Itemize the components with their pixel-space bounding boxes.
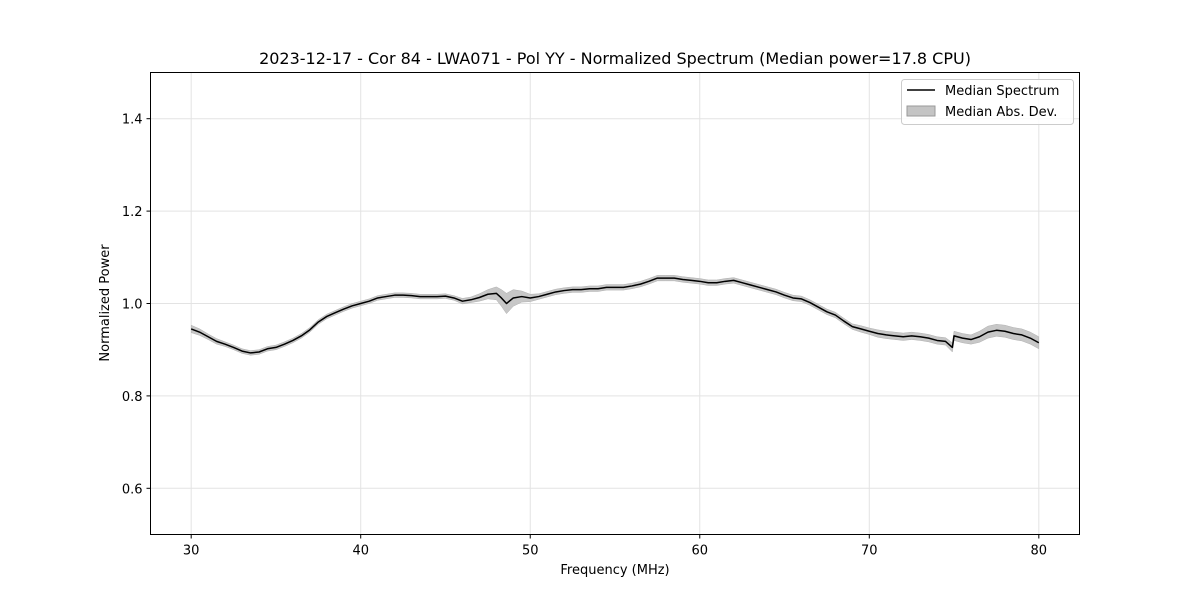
x-tick-label: 60	[691, 544, 708, 559]
x-axis-ticks: 30 40 50 60 70 80	[183, 534, 1048, 559]
x-tick-label: 70	[861, 544, 878, 559]
y-tick-label: 0.8	[122, 390, 143, 405]
x-axis-label: Frequency (MHz)	[560, 563, 669, 578]
x-tick-label: 40	[352, 544, 369, 559]
y-tick-label: 1.4	[122, 113, 143, 128]
legend-label-median-spectrum: Median Spectrum	[945, 84, 1059, 99]
legend-box	[901, 79, 1074, 125]
legend-label-median-abs-dev: Median Abs. Dev.	[945, 105, 1057, 120]
y-axis-ticks: 0.6 0.8 1.0 1.2 1.4	[122, 113, 151, 497]
y-tick-label: 0.6	[122, 482, 143, 497]
legend: Median Spectrum Median Abs. Dev.	[901, 79, 1074, 125]
y-tick-label: 1.0	[122, 298, 143, 313]
median-line-layer	[190, 277, 1040, 354]
x-tick-label: 30	[183, 544, 200, 559]
legend-band-swatch	[906, 105, 936, 117]
x-tick-label: 50	[522, 544, 539, 559]
y-axis-label: Normalized Power	[98, 244, 113, 362]
median-spectrum-line	[190, 277, 1040, 354]
y-tick-label: 1.2	[122, 205, 143, 220]
chart-title: 2023-12-17 - Cor 84 - LWA071 - Pol YY - …	[259, 49, 971, 68]
x-tick-label: 80	[1031, 544, 1048, 559]
